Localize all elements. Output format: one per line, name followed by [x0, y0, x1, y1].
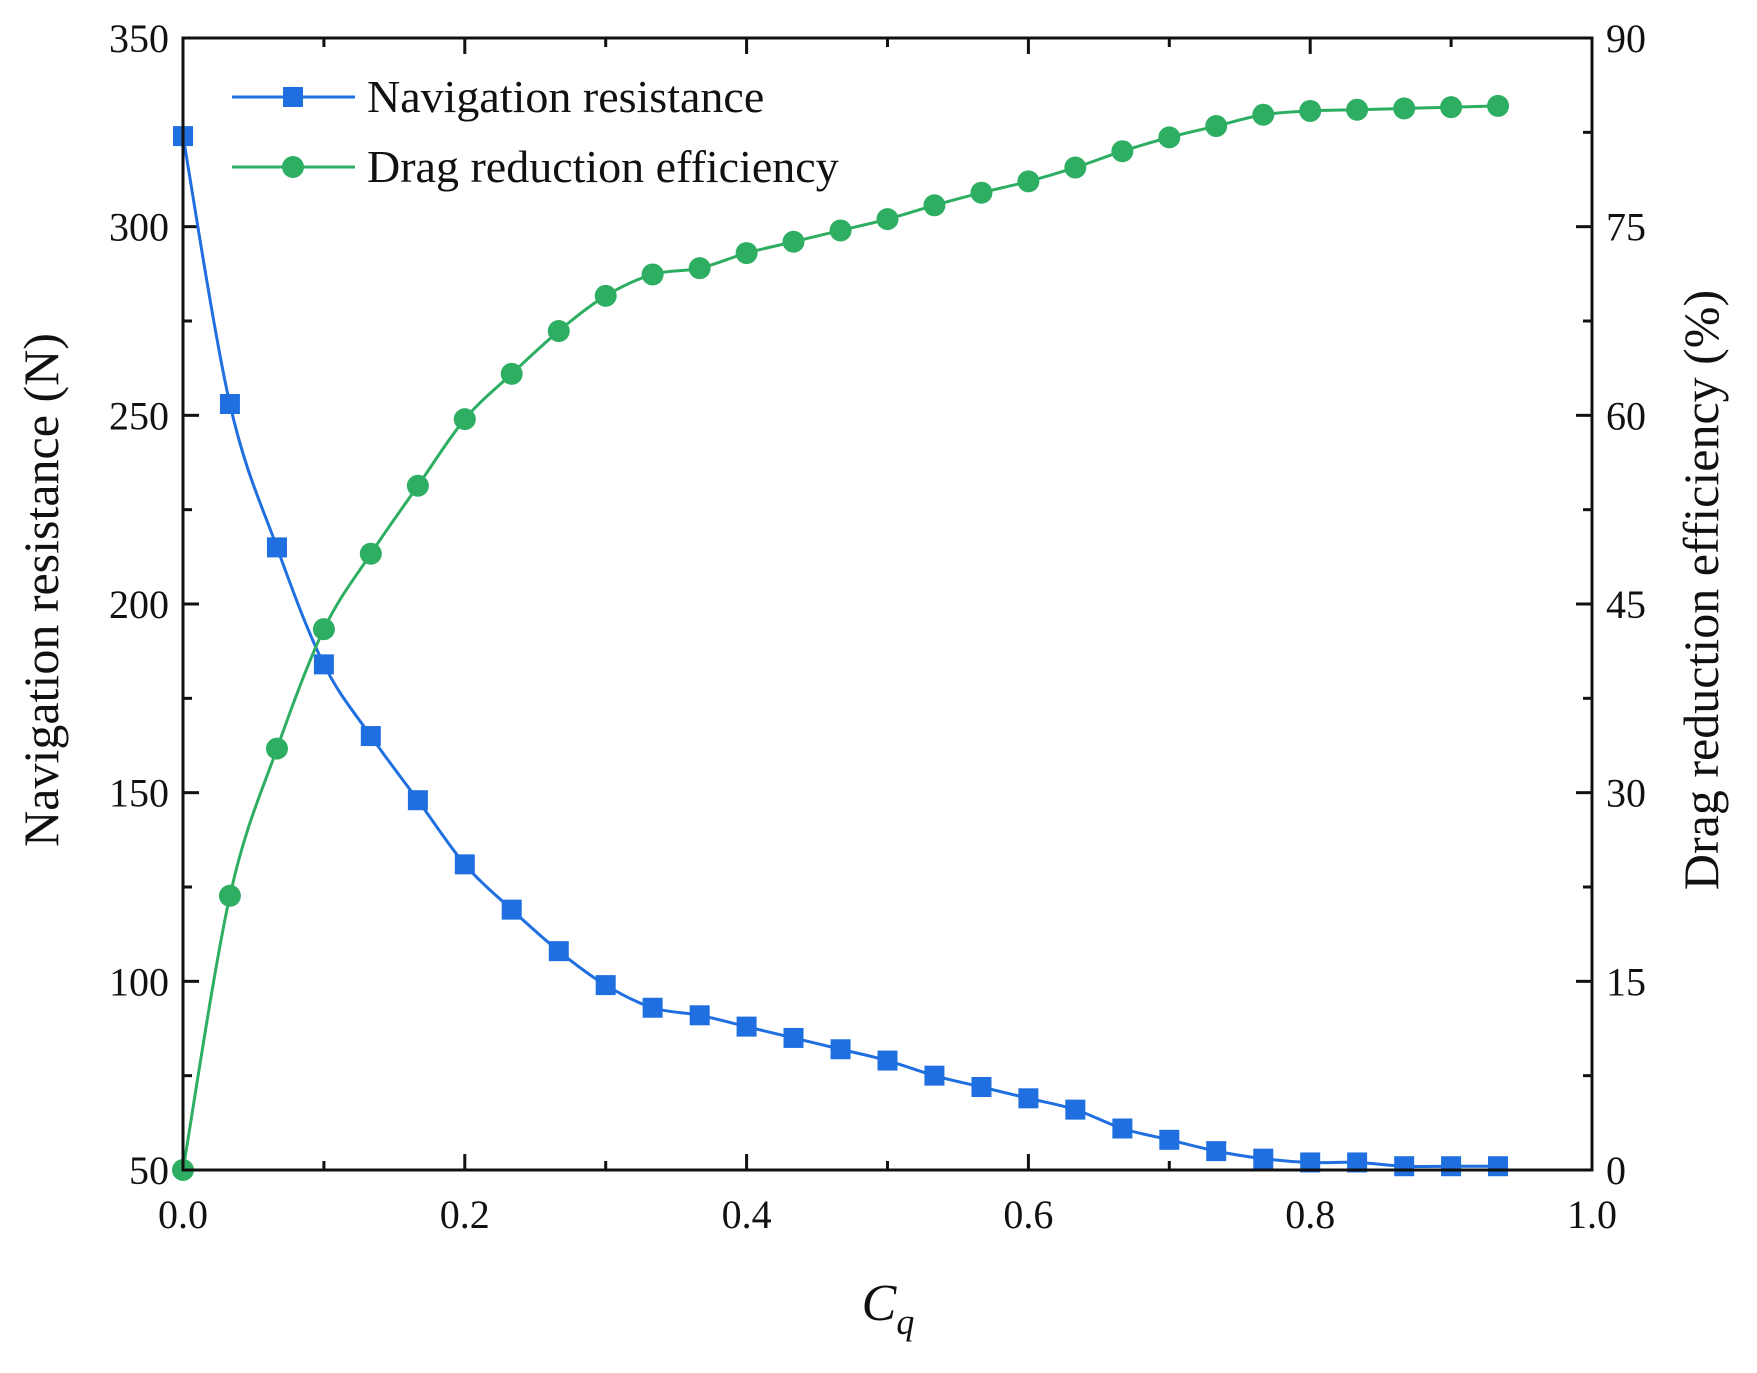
legend-circle-marker-icon [282, 156, 304, 178]
x-axis-title-subscript: q [896, 1302, 914, 1342]
legend-item-drag-reduction-efficiency: Drag reduction efficiency [232, 141, 839, 192]
x-tick-label: 0.8 [1285, 1192, 1335, 1237]
data-point-navigation-resistance [1394, 1156, 1415, 1177]
right-y-tick-label: 60 [1606, 393, 1646, 438]
data-point-drag-reduction-efficiency [547, 320, 570, 343]
data-point-navigation-resistance [877, 1050, 898, 1071]
data-point-navigation-resistance [595, 975, 616, 996]
right-y-tick-label: 90 [1606, 16, 1646, 61]
legend: Navigation resistance Drag reduction eff… [232, 71, 839, 192]
data-point-drag-reduction-efficiency [218, 884, 241, 907]
data-point-drag-reduction-efficiency [829, 219, 852, 242]
data-point-navigation-resistance [1018, 1088, 1039, 1109]
data-point-navigation-resistance [501, 899, 522, 920]
data-point-drag-reduction-efficiency [735, 242, 758, 265]
data-point-navigation-resistance [1253, 1148, 1274, 1169]
left-y-tick-label: 250 [109, 393, 169, 438]
x-axis-title-main: C [862, 1275, 898, 1332]
data-point-drag-reduction-efficiency [970, 181, 993, 204]
data-point-navigation-resistance [360, 726, 381, 747]
data-point-navigation-resistance [1159, 1129, 1180, 1150]
data-point-navigation-resistance [219, 394, 240, 415]
data-point-drag-reduction-efficiency [1393, 97, 1416, 120]
data-point-drag-reduction-efficiency [1299, 99, 1322, 122]
data-point-navigation-resistance [830, 1039, 851, 1060]
data-point-navigation-resistance [689, 1005, 710, 1026]
data-point-drag-reduction-efficiency [1205, 115, 1228, 138]
series-layer [172, 94, 1510, 1181]
left-y-tick-label: 100 [109, 959, 169, 1004]
data-point-navigation-resistance [1206, 1141, 1227, 1162]
data-point-navigation-resistance [313, 654, 334, 675]
data-point-drag-reduction-efficiency [1252, 103, 1275, 126]
right-y-tick-labels: 0 15 30 45 60 75 90 [1606, 16, 1646, 1193]
data-point-navigation-resistance [924, 1065, 945, 1086]
data-point-navigation-resistance [736, 1016, 757, 1037]
data-point-navigation-resistance [971, 1076, 992, 1097]
data-point-navigation-resistance [1300, 1152, 1321, 1173]
data-point-navigation-resistance [1347, 1152, 1368, 1173]
right-y-axis-title: Drag reduction efficiency (%) [1673, 290, 1729, 890]
x-tick-label: 0.6 [1003, 1192, 1053, 1237]
data-point-drag-reduction-efficiency [594, 284, 617, 307]
data-point-drag-reduction-efficiency [782, 230, 805, 253]
data-point-drag-reduction-efficiency [1017, 170, 1040, 193]
left-y-tick-label: 350 [109, 16, 169, 61]
data-point-drag-reduction-efficiency [876, 208, 899, 231]
data-point-navigation-resistance [407, 790, 428, 811]
data-point-drag-reduction-efficiency [359, 542, 382, 565]
plot-frame [181, 36, 1594, 1172]
data-point-navigation-resistance [1112, 1118, 1133, 1139]
x-tick-label: 0.2 [440, 1192, 490, 1237]
legend-label-navigation-resistance: Navigation resistance [367, 71, 764, 122]
legend-item-navigation-resistance: Navigation resistance [232, 71, 764, 122]
left-y-axis-title: Navigation resistance (N) [13, 333, 69, 847]
data-point-navigation-resistance [548, 941, 569, 962]
data-point-navigation-resistance [1488, 1156, 1509, 1177]
left-y-tick-label: 300 [109, 205, 169, 250]
right-y-tick-label: 45 [1606, 582, 1646, 627]
left-y-tick-label: 150 [109, 771, 169, 816]
data-point-drag-reduction-efficiency [453, 408, 476, 431]
data-point-drag-reduction-efficiency [312, 618, 335, 641]
right-y-tick-label: 75 [1606, 205, 1646, 250]
data-point-drag-reduction-efficiency [688, 257, 711, 280]
data-point-drag-reduction-efficiency [1487, 94, 1510, 117]
left-y-tick-label: 50 [129, 1148, 169, 1193]
x-tick-label: 0.4 [722, 1192, 772, 1237]
data-point-drag-reduction-efficiency [641, 263, 664, 286]
data-point-navigation-resistance [783, 1027, 804, 1048]
data-point-drag-reduction-efficiency [406, 474, 429, 497]
data-point-navigation-resistance [454, 854, 475, 875]
x-axis-title: Cq [862, 1275, 915, 1342]
data-point-drag-reduction-efficiency [1158, 126, 1181, 149]
x-tick-label: 0.0 [158, 1192, 208, 1237]
x-tick-label: 1.0 [1567, 1192, 1617, 1237]
x-tick-labels: 0.0 0.2 0.4 0.6 0.8 1.0 [158, 1192, 1617, 1237]
data-point-navigation-resistance [1065, 1099, 1086, 1120]
data-point-navigation-resistance [266, 537, 287, 558]
data-point-drag-reduction-efficiency [923, 194, 946, 217]
data-point-drag-reduction-efficiency [1111, 140, 1134, 163]
left-y-tick-label: 200 [109, 582, 169, 627]
right-y-tick-label: 15 [1606, 959, 1646, 1004]
data-point-navigation-resistance [1441, 1156, 1462, 1177]
data-point-drag-reduction-efficiency [500, 362, 523, 385]
legend-label-drag-reduction-efficiency: Drag reduction efficiency [367, 141, 839, 192]
right-y-tick-label: 30 [1606, 771, 1646, 816]
data-point-drag-reduction-efficiency [1346, 98, 1369, 121]
legend-square-marker-icon [283, 87, 303, 107]
data-point-drag-reduction-efficiency [1440, 96, 1463, 119]
right-y-tick-label: 0 [1606, 1148, 1626, 1193]
data-point-drag-reduction-efficiency [265, 737, 288, 760]
data-point-navigation-resistance [642, 997, 663, 1018]
data-point-drag-reduction-efficiency [1064, 156, 1087, 179]
left-y-tick-labels: 50 100 150 200 250 300 350 [109, 16, 169, 1193]
